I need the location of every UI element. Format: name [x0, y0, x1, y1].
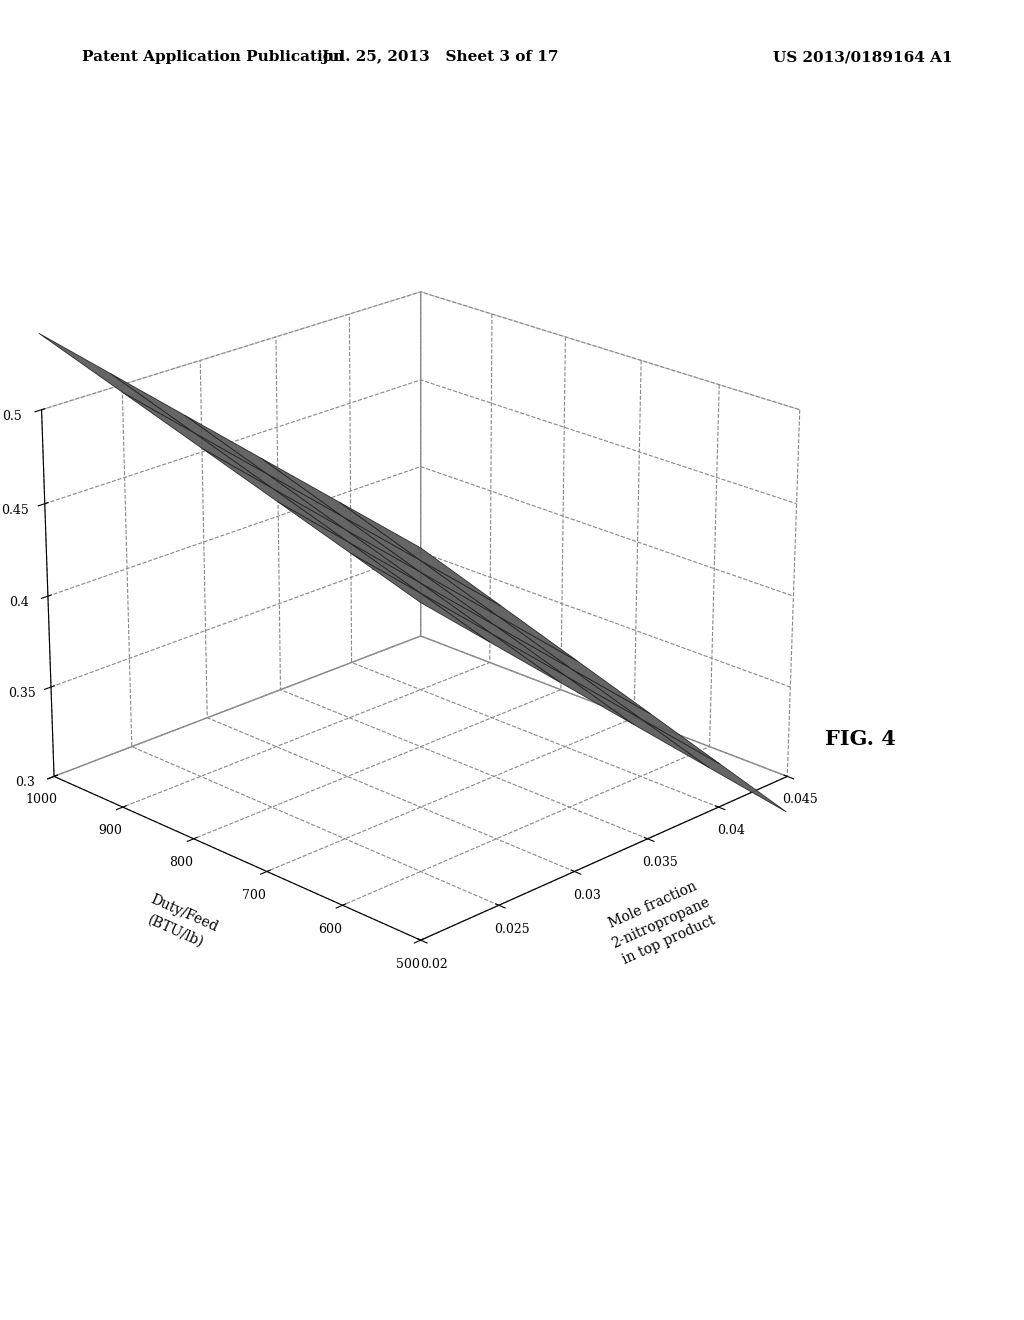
Text: US 2013/0189164 A1: US 2013/0189164 A1: [773, 50, 952, 65]
X-axis label: Mole fraction
2-nitropropane
in top product: Mole fraction 2-nitropropane in top prod…: [602, 876, 720, 969]
Text: FIG. 4: FIG. 4: [824, 729, 896, 750]
Text: Patent Application Publication: Patent Application Publication: [82, 50, 344, 65]
Y-axis label: Duty/Feed
(BTU/lb): Duty/Feed (BTU/lb): [140, 892, 220, 953]
Text: Jul. 25, 2013   Sheet 3 of 17: Jul. 25, 2013 Sheet 3 of 17: [322, 50, 559, 65]
